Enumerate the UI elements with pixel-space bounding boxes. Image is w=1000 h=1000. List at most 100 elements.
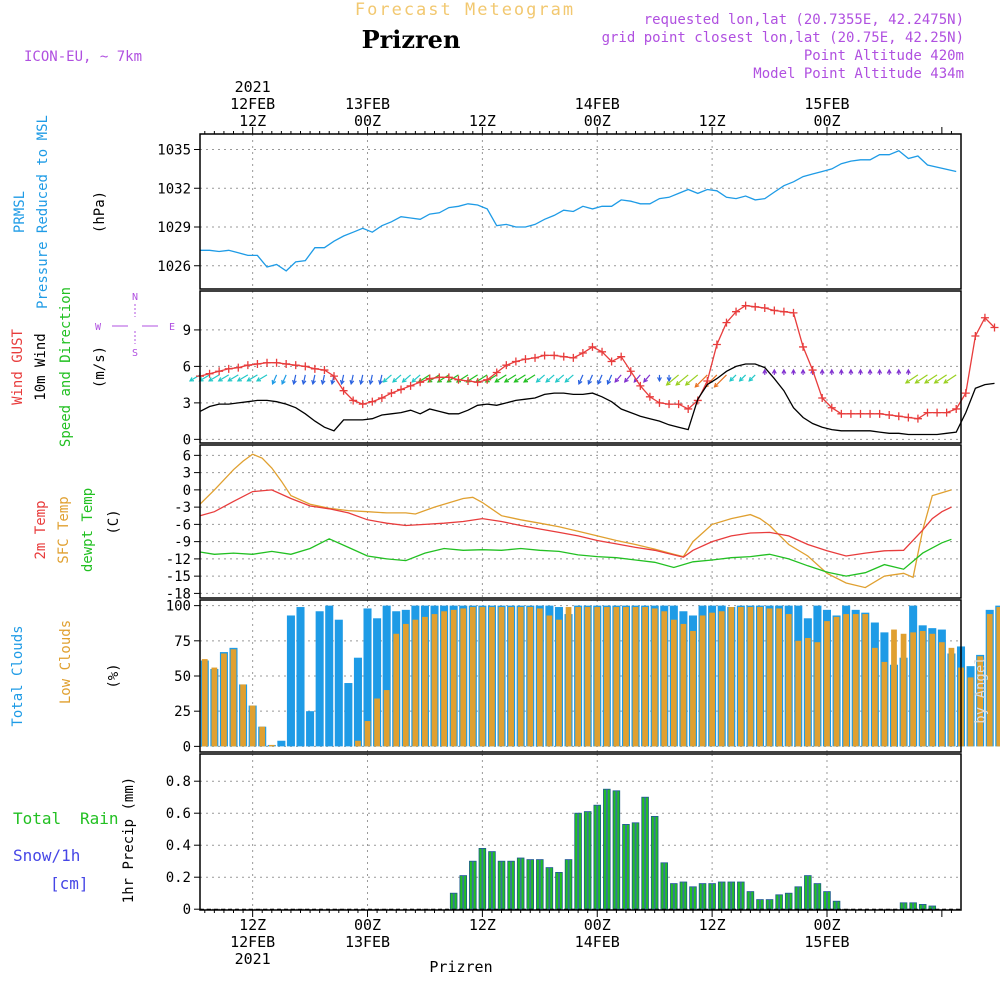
- gust-marker: [234, 363, 243, 372]
- y-tick-label: 3: [183, 396, 191, 412]
- y-tick-label: 0: [183, 739, 191, 755]
- point-altitude: Point Altitude 420m: [804, 48, 964, 64]
- gust-marker: [253, 359, 262, 368]
- sfc-temp-label: SFC Temp: [56, 496, 72, 563]
- gust-marker: [770, 306, 779, 315]
- wind-arrow-head: [217, 377, 223, 382]
- wind-arrow-head: [614, 377, 620, 383]
- y-tick-label: 1029: [157, 220, 191, 236]
- low-cloud-bar: [833, 616, 840, 747]
- panel-frame: [199, 290, 962, 444]
- wind-arrow-head: [684, 380, 690, 386]
- gust-marker: [875, 409, 884, 418]
- gust-marker: [540, 351, 549, 360]
- wind-arrow-head: [522, 378, 529, 383]
- low-cloud-bar: [632, 607, 639, 747]
- wind-arrow-head: [877, 368, 883, 374]
- low-cloud-bar: [680, 623, 687, 747]
- low-cloud-bar: [967, 677, 974, 747]
- x-bottom-label: 00Z: [813, 916, 840, 934]
- gust-marker: [320, 366, 329, 375]
- wind-arrow-head: [791, 368, 796, 374]
- rain-bar-center: [749, 891, 752, 910]
- wind-arrow-head: [848, 368, 854, 374]
- wind-arrow-head: [738, 376, 744, 382]
- low-cloud-bar: [757, 607, 763, 747]
- y-tick-label: 50: [174, 669, 191, 685]
- wind-arrow: [360, 374, 364, 385]
- gust-marker: [492, 368, 501, 377]
- dewpt-line: [199, 538, 952, 577]
- gust-marker: [444, 373, 453, 382]
- x-top-label: 14FEB: [575, 95, 620, 113]
- clouds-panel: 0 25 50 75 100: [166, 599, 1000, 755]
- precip-cm-label: [cm]: [50, 874, 89, 893]
- gust-marker: [406, 381, 415, 390]
- low-cloud-bar: [230, 649, 237, 747]
- low-cloud-bar: [699, 615, 706, 747]
- pressure-panel: 1026 1029 1032 1035: [157, 143, 957, 275]
- rain-bar-center: [471, 861, 474, 910]
- compass-e: E: [169, 322, 175, 333]
- wind-arrow: [383, 374, 392, 383]
- low-cloud-bar: [412, 619, 419, 747]
- wind-arrow: [392, 374, 402, 383]
- wind-arrow: [587, 374, 594, 385]
- wind-arrow-head: [382, 377, 388, 383]
- gust-marker: [473, 378, 482, 387]
- low-cloud-bar: [871, 647, 878, 747]
- x-top-label: 12Z: [699, 112, 726, 130]
- gust-marker: [856, 409, 865, 418]
- x-top-label: 00Z: [354, 112, 381, 130]
- gust-marker: [569, 353, 578, 362]
- rain-bar-center: [529, 859, 532, 910]
- total-cloud-bar: [315, 611, 324, 747]
- gust-marker: [655, 398, 664, 407]
- x-bottom-label: 00Z: [354, 916, 381, 934]
- low-cloud-bar: [670, 619, 677, 747]
- requested-point: requested lon,lat (20.7355E, 42.2475N): [644, 12, 964, 28]
- rain-bar-center: [797, 886, 800, 910]
- wind-arrow: [312, 374, 316, 385]
- wind-arrow: [643, 374, 651, 383]
- low-cloud-bar: [623, 607, 629, 747]
- low-cloud-bar: [852, 614, 859, 747]
- wind-arrow-head: [349, 379, 355, 386]
- rain-bar-center: [692, 886, 694, 910]
- low-cloud-bar: [402, 623, 409, 747]
- compass-rose: N W E S: [95, 292, 175, 359]
- rain-bar-center: [701, 883, 704, 910]
- low-cloud-bar: [948, 647, 955, 747]
- x-top-label: 12Z: [239, 112, 266, 130]
- low-cloud-bar: [575, 607, 581, 747]
- prmsl-label: PRMSL: [12, 191, 28, 233]
- x-top-label: 00Z: [584, 112, 611, 130]
- rain-bar-center: [558, 872, 560, 910]
- rain-bar-center: [481, 848, 484, 910]
- wind-arrow-head: [694, 382, 700, 388]
- low-cloud-bar: [584, 607, 591, 747]
- gust-marker: [779, 307, 788, 316]
- y-tick-label: 0: [183, 902, 191, 918]
- rain-bar-center: [739, 882, 742, 910]
- wind-arrow-head: [924, 379, 930, 384]
- gust-marker: [368, 397, 377, 406]
- wind-arrow-head: [545, 377, 551, 383]
- rain-bar-center: [759, 899, 761, 910]
- sfc-temp-line: [199, 453, 952, 589]
- gust-marker: [291, 361, 300, 370]
- wind-arrow-head: [339, 379, 345, 386]
- low-cloud-bar: [776, 608, 782, 747]
- y-tick-label: 0.2: [166, 870, 191, 886]
- wind-arrow-head: [311, 379, 316, 386]
- low-cloud-bar: [642, 607, 648, 747]
- y-tick-label: 3: [183, 466, 191, 482]
- low-cloud-bar: [594, 607, 601, 747]
- gust-marker: [837, 409, 846, 418]
- wind-arrow-head: [188, 377, 195, 382]
- wind-arrow-head: [587, 379, 593, 386]
- wind-arrow-head: [896, 368, 902, 374]
- wind-arrow: [293, 374, 297, 385]
- wind-arrow-head: [392, 377, 398, 383]
